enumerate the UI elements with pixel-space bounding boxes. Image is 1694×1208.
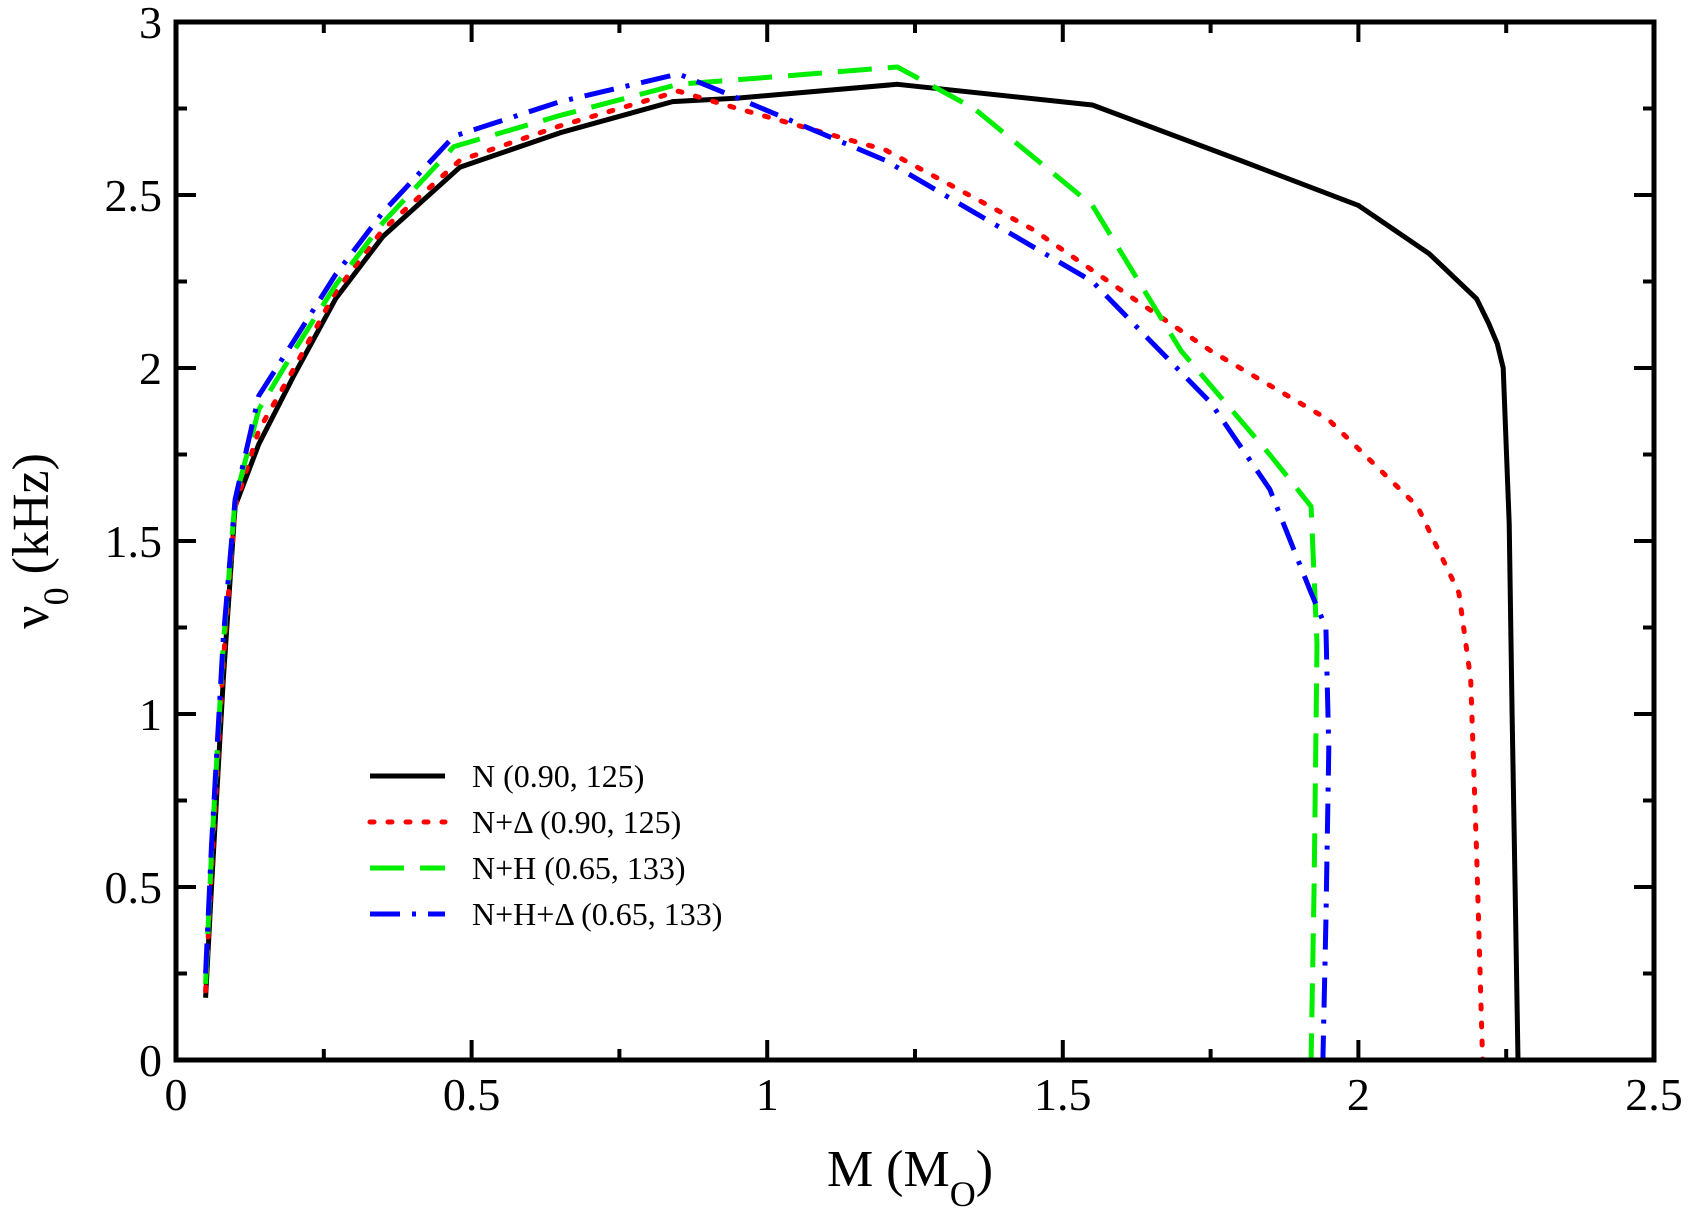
x-axis-title-sub: O xyxy=(950,1174,976,1208)
legend: N (0.90, 125) N+Δ (0.90, 125) N+H (0.65, 1… xyxy=(367,758,722,932)
x-axis-title-main: M (M xyxy=(827,1141,950,1198)
legend-label-2: N+Δ (0.90, 125) xyxy=(472,804,681,840)
x-tick-label: 2.5 xyxy=(1625,1069,1683,1120)
series-line-4 xyxy=(203,71,1332,1061)
series-line-3 xyxy=(203,64,1320,1061)
y-tick-label: 1 xyxy=(139,689,162,740)
ticks-layer xyxy=(174,20,1656,1062)
y-tick-label: 1.5 xyxy=(105,516,163,567)
y-axis-title-unit: (kHz) xyxy=(3,453,60,587)
y-axis-title: ν0 (kHz) xyxy=(3,453,76,629)
y-axis-title-main: ν xyxy=(3,605,60,629)
x-tick-label: 0.5 xyxy=(443,1069,501,1120)
y-tick-label: 3 xyxy=(139,0,162,48)
x-tick-label: 2 xyxy=(1347,1069,1370,1120)
x-axis-title: M (MO) xyxy=(827,1141,993,1208)
x-tick-label: 1 xyxy=(756,1069,779,1120)
series-layer xyxy=(203,64,1521,1063)
y-tick-label: 0 xyxy=(139,1035,162,1086)
y-axis-title-sub: 0 xyxy=(36,587,76,605)
legend-label-3: N+H (0.65, 133) xyxy=(472,850,686,886)
legend-label-1: N (0.90, 125) xyxy=(472,758,644,794)
x-tick-label: 1.5 xyxy=(1034,1069,1092,1120)
y-tick-label: 2.5 xyxy=(105,170,163,221)
series-line-1 xyxy=(203,81,1521,1061)
tick-labels: 0 0.5 1 1.5 2 2.5 0 0.5 1 1.5 2 2.5 3 xyxy=(105,0,1683,1120)
series-line-2 xyxy=(203,88,1486,1063)
x-axis-title-close: ) xyxy=(976,1141,993,1198)
y-tick-label: 2 xyxy=(139,343,162,394)
legend-label-4: N+H+Δ (0.65, 133) xyxy=(472,896,722,932)
y-tick-label: 0.5 xyxy=(105,862,163,913)
x-tick-label: 0 xyxy=(165,1069,188,1120)
